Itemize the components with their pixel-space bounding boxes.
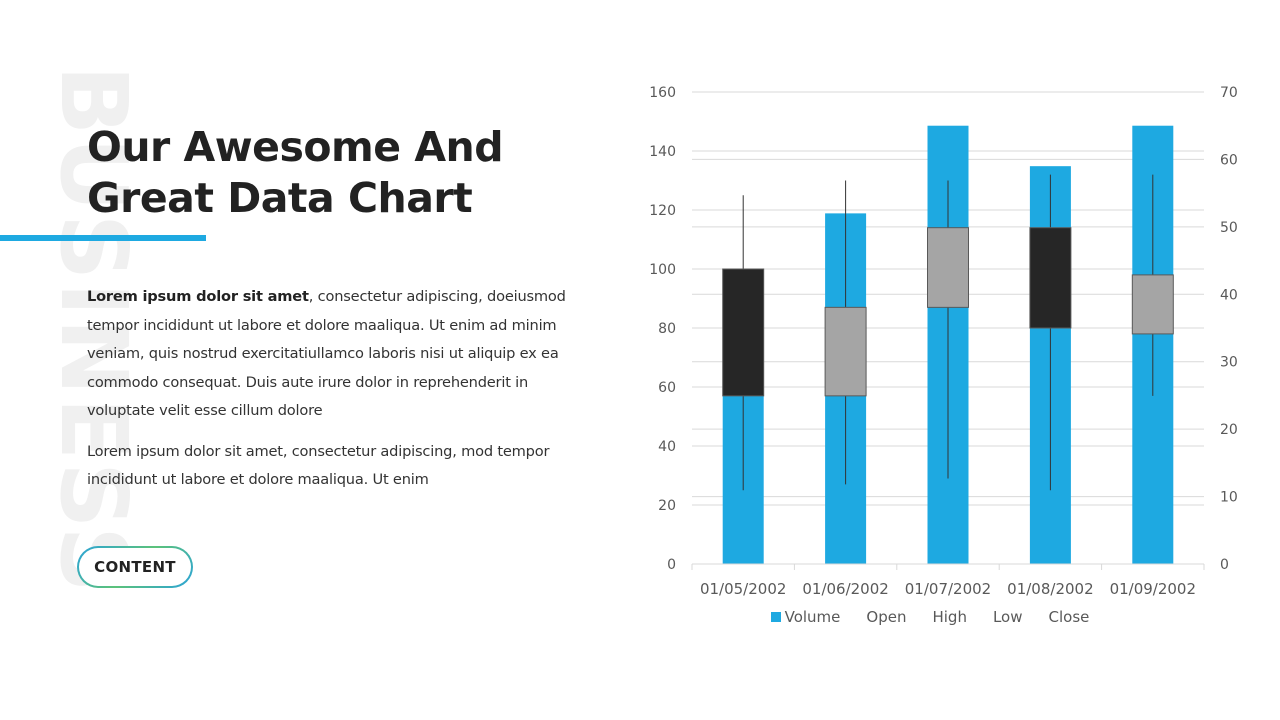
legend-swatch (770, 612, 781, 622)
y-left-tick-label: 120 (649, 203, 676, 219)
legend-label: High (932, 608, 967, 626)
x-tick-label: 01/06/2002 (802, 580, 888, 598)
body-text: Lorem ipsum dolor sit amet, consectetur … (87, 283, 567, 507)
legend-label: Low (992, 608, 1023, 626)
candle-box-up (1131, 274, 1174, 335)
y-left-tick-label: 20 (658, 498, 676, 514)
y-right-tick-label: 60 (1220, 152, 1238, 168)
y-left-tick-label: 40 (658, 439, 676, 455)
chart-canvas: 0 20 40 60 80 100 120 140 160 0 10 20 30 40 50 60 70 01… (649, 85, 1238, 598)
y-right-tick-label: 70 (1220, 85, 1238, 101)
content-button-label: CONTENT (79, 548, 191, 586)
y-left-tick-label: 140 (649, 144, 676, 160)
y-right-tick-label: 10 (1220, 490, 1238, 506)
paragraph-1-bold: Lorem ipsum dolor sit amet (87, 288, 309, 305)
y-left-tick-label: 80 (658, 321, 676, 337)
title-accent-bar (0, 235, 206, 241)
content-button[interactable]: CONTENT (77, 546, 193, 588)
x-tick-label: 01/05/2002 (700, 580, 786, 598)
legend-item-open: Open (866, 608, 906, 626)
y-right-tick-label: 0 (1220, 557, 1229, 573)
stock-chart: 0 20 40 60 80 100 120 140 160 0 10 20 30 40 50 60 70 01… (600, 60, 1260, 660)
axes (691, 563, 1205, 570)
x-tick-label: 01/09/2002 (1110, 580, 1196, 598)
legend-label: Volume (784, 608, 841, 626)
title-line-2: Great Data Chart (87, 174, 473, 222)
x-tick-label: 01/08/2002 (1007, 580, 1093, 598)
y-right-tick-label: 50 (1220, 220, 1238, 236)
legend-item-close: Close (1049, 608, 1090, 626)
chart-legend: Volume Open High Low Close (600, 608, 1260, 626)
legend-item-low: Low (993, 608, 1023, 626)
legend-item-high: High (932, 608, 966, 626)
paragraph-1: Lorem ipsum dolor sit amet, consectetur … (87, 283, 567, 426)
candle-box-down (722, 268, 765, 397)
candles (722, 174, 1174, 491)
candle-box-down (1029, 227, 1072, 329)
y-left-tick-label: 0 (667, 557, 676, 573)
page-title: Our Awesome And Great Data Chart (87, 122, 504, 224)
ticks-right: 0 10 20 30 40 50 60 70 (1220, 85, 1238, 573)
ticks-left: 0 20 40 60 80 100 120 140 160 (649, 85, 676, 573)
candle-box-up (927, 227, 969, 308)
y-left-tick-label: 160 (649, 85, 676, 101)
title-line-1: Our Awesome And (87, 123, 504, 171)
legend-label: Open (866, 608, 907, 626)
y-right-tick-label: 30 (1220, 355, 1238, 371)
y-left-tick-label: 100 (649, 262, 676, 278)
ticks-x: 01/05/2002 01/06/2002 01/07/2002 01/08/2002… (700, 580, 1196, 598)
y-right-tick-label: 40 (1220, 287, 1238, 303)
legend-label: Close (1048, 608, 1090, 626)
legend-item-volume: Volume (770, 608, 841, 626)
paragraph-2: Lorem ipsum dolor sit amet, consectetur … (87, 442, 550, 489)
candle-box-up (824, 306, 867, 397)
y-left-tick-label: 60 (658, 380, 676, 396)
paragraph-1-rest: , consectetur adipiscing, doeiusmod temp… (87, 288, 566, 419)
y-right-tick-label: 20 (1220, 422, 1238, 438)
x-tick-label: 01/07/2002 (905, 580, 991, 598)
